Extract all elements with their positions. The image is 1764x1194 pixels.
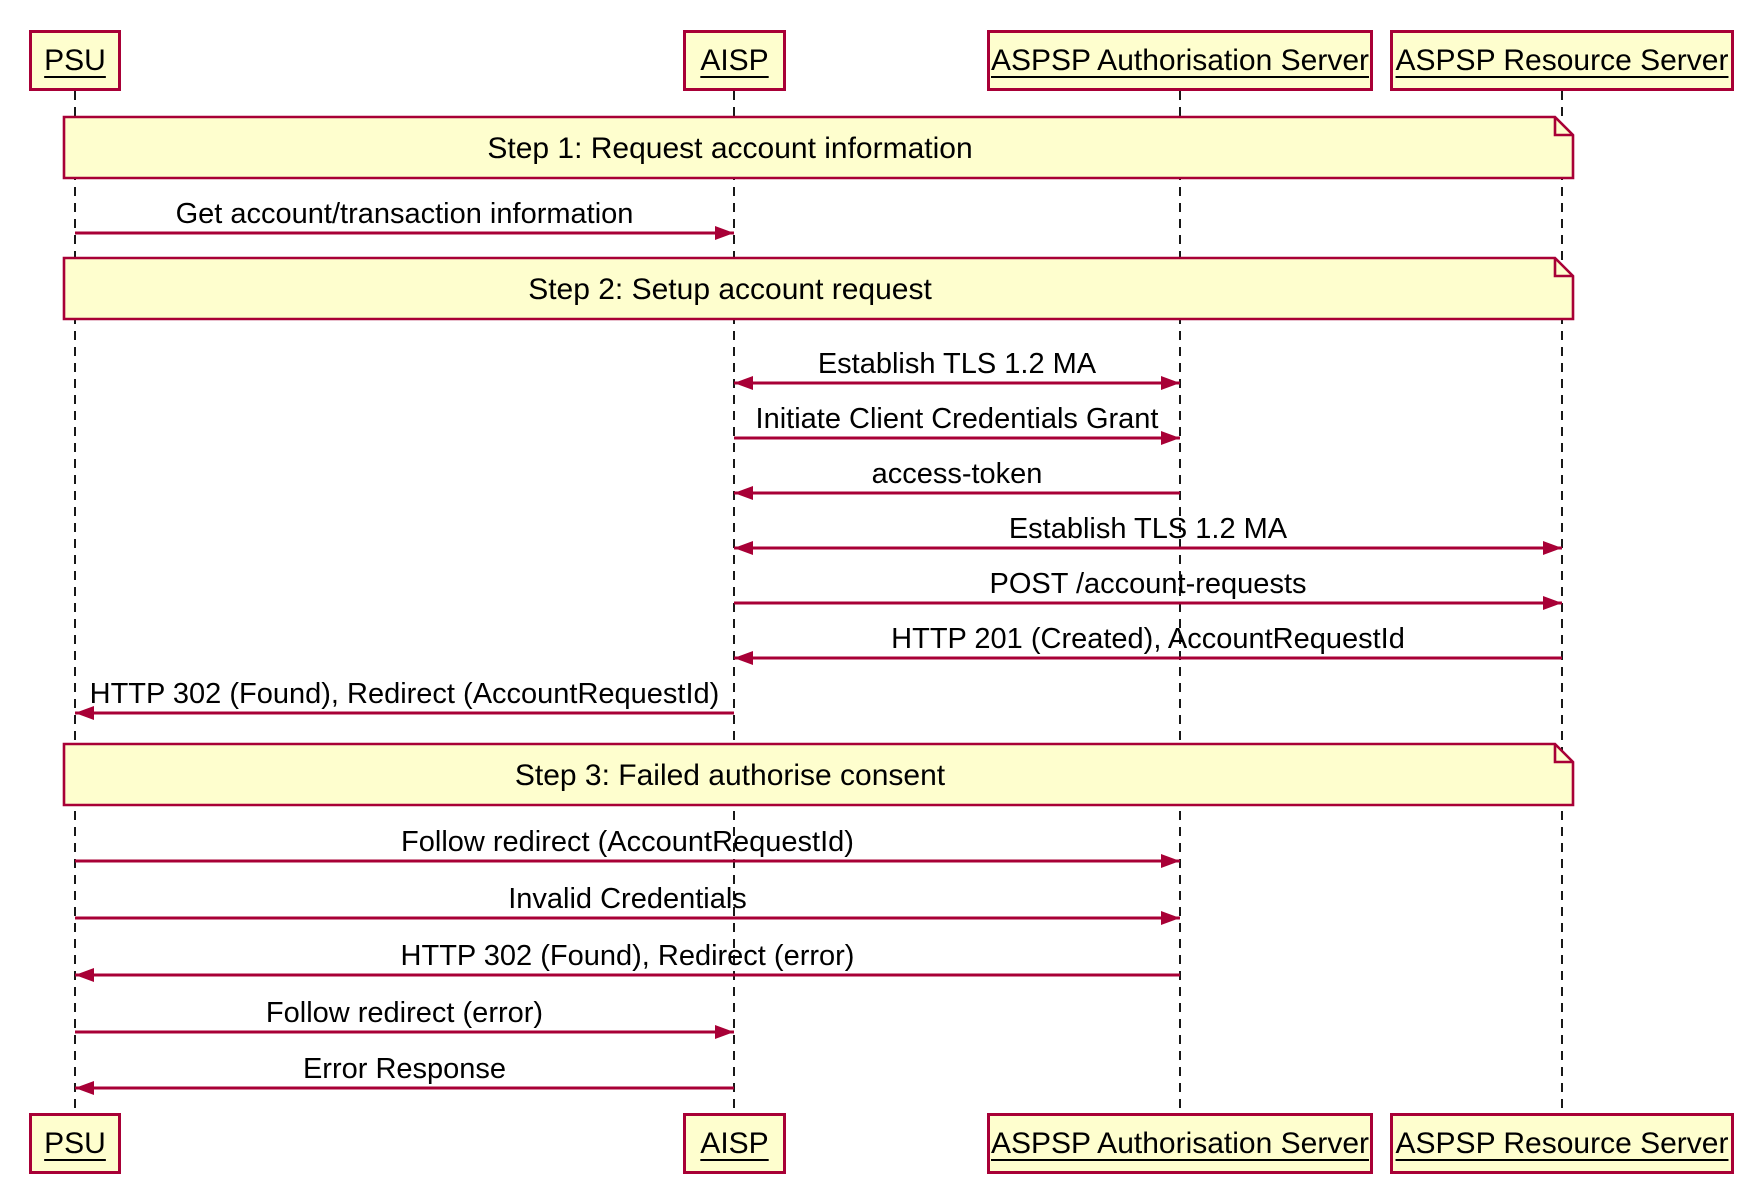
participant-box-bottom-aspsp-resource-server: ASPSP Resource Server [1390, 1113, 1734, 1174]
message-label-8: Follow redirect (AccountRequestId) [401, 826, 854, 858]
participant-label: ASPSP Authorisation Server [991, 1126, 1369, 1160]
message-label-12: Error Response [302, 1053, 507, 1085]
message-arrowhead-5 [1543, 596, 1562, 610]
note-step-2-label: Step 2: Setup account request [528, 273, 932, 306]
message-arrowhead-4-reverse [734, 541, 753, 555]
note-step-3-label: Step 3: Failed authorise consent [514, 759, 946, 792]
participant-box-top-psu: PSU [29, 30, 121, 91]
message-label-3: access-token [871, 458, 1043, 490]
message-arrowhead-8 [1161, 854, 1180, 868]
message-label-5: POST /account-requests [989, 568, 1307, 600]
participant-label: AISP [700, 1126, 769, 1160]
message-arrowhead-0 [715, 226, 734, 240]
message-label-6: HTTP 201 (Created), AccountRequestId [891, 623, 1405, 655]
participant-box-top-aspsp-resource-server: ASPSP Resource Server [1390, 30, 1734, 91]
note-step-3-fold [1553, 744, 1573, 764]
note-step-2 [62, 256, 1575, 321]
message-arrowhead-10 [75, 968, 94, 982]
message-arrowhead-4 [1543, 541, 1562, 555]
message-arrowhead-9 [1161, 911, 1180, 925]
participant-label: PSU [44, 43, 106, 77]
participant-label: ASPSP Authorisation Server [991, 43, 1369, 77]
message-label-2: Initiate Client Credentials Grant [755, 403, 1159, 435]
message-label-1: Establish TLS 1.2 MA [817, 348, 1097, 380]
participant-label: ASPSP Resource Server [1395, 1126, 1729, 1160]
participant-label: AISP [700, 43, 769, 77]
note-step-3 [62, 742, 1575, 807]
message-arrowhead-12 [75, 1081, 94, 1095]
message-label-0: Get account/transaction information [175, 198, 634, 230]
message-label-4: Establish TLS 1.2 MA [1008, 513, 1288, 545]
participant-label: PSU [44, 1126, 106, 1160]
participant-box-bottom-aspsp-authorisation-server: ASPSP Authorisation Server [987, 1113, 1373, 1174]
note-step-2-fold [1553, 258, 1573, 278]
participant-box-top-aspsp-authorisation-server: ASPSP Authorisation Server [987, 30, 1373, 91]
participant-box-bottom-aisp: AISP [683, 1113, 786, 1174]
note-step-1-label: Step 1: Request account information [487, 132, 973, 165]
message-arrowhead-2 [1161, 431, 1180, 445]
message-arrowhead-1-reverse [734, 376, 753, 390]
note-step-1-fold [1553, 117, 1573, 137]
participant-box-top-aisp: AISP [683, 30, 786, 91]
message-arrowhead-7 [75, 706, 94, 720]
note-step-1 [62, 115, 1575, 180]
participant-label: ASPSP Resource Server [1395, 43, 1729, 77]
participant-box-bottom-psu: PSU [29, 1113, 121, 1174]
message-arrowhead-6 [734, 651, 753, 665]
message-label-9: Invalid Credentials [508, 883, 747, 915]
message-arrowhead-11 [715, 1025, 734, 1039]
message-label-11: Follow redirect (error) [265, 997, 544, 1029]
message-label-7: HTTP 302 (Found), Redirect (AccountReque… [89, 678, 720, 710]
message-arrowhead-1 [1161, 376, 1180, 390]
message-arrowhead-3 [734, 486, 753, 500]
message-label-10: HTTP 302 (Found), Redirect (error) [400, 940, 855, 972]
